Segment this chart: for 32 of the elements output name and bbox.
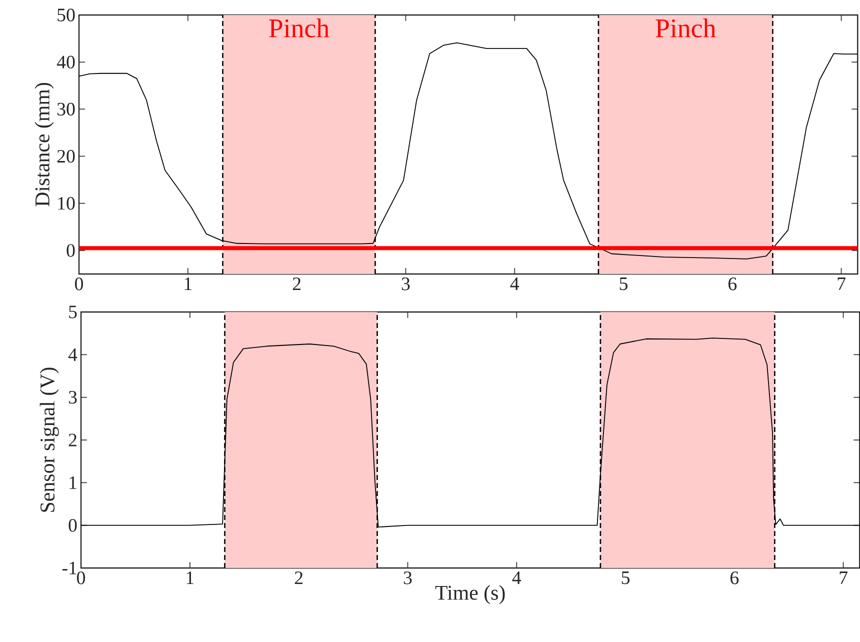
y-tick-label: -1 [62,562,76,574]
y-tick-label: 1 [70,476,76,489]
y-tick-label: 4 [68,348,78,361]
y-tick-label: 5 [69,306,77,318]
x-tick-label: 4 [512,572,522,584]
x-tick-label: 4 [510,278,520,290]
y-tick-label: 30 [57,102,75,116]
y-tick-label: 2 [68,434,76,446]
x-tick-label: 5 [622,572,630,584]
y-tick-label: 0 [66,244,75,257]
x-tick-label: 2 [294,572,302,584]
x-tick-label: 3 [404,572,412,584]
x-tick-label: 6 [730,572,739,584]
y-tick-label: 40 [56,56,75,68]
x-tick-label: 1 [186,572,194,584]
y-tick-label: 50 [58,8,75,22]
x-tick-label: 7 [838,278,846,290]
y-axis-title: Sensor signal (V) [40,368,59,512]
y-tick-label: 10 [58,196,75,210]
x-tick-label: 5 [620,278,628,290]
y-tick-label: 20 [57,150,75,163]
y-axis-title: Distance (mm) [34,82,54,206]
x-axis-title: Time (s) [435,585,505,604]
x-tick-label: 6 [728,278,737,290]
x-tick-label: 2 [292,278,300,290]
band-label: Pinch [656,18,716,38]
y-tick-label: 3 [68,390,77,404]
band-label: Pinch [269,18,330,38]
x-tick-label: 3 [402,278,410,290]
x-tick-label: 7 [840,572,848,584]
x-tick-label: 1 [184,278,192,290]
y-tick-label: 0 [68,518,77,532]
